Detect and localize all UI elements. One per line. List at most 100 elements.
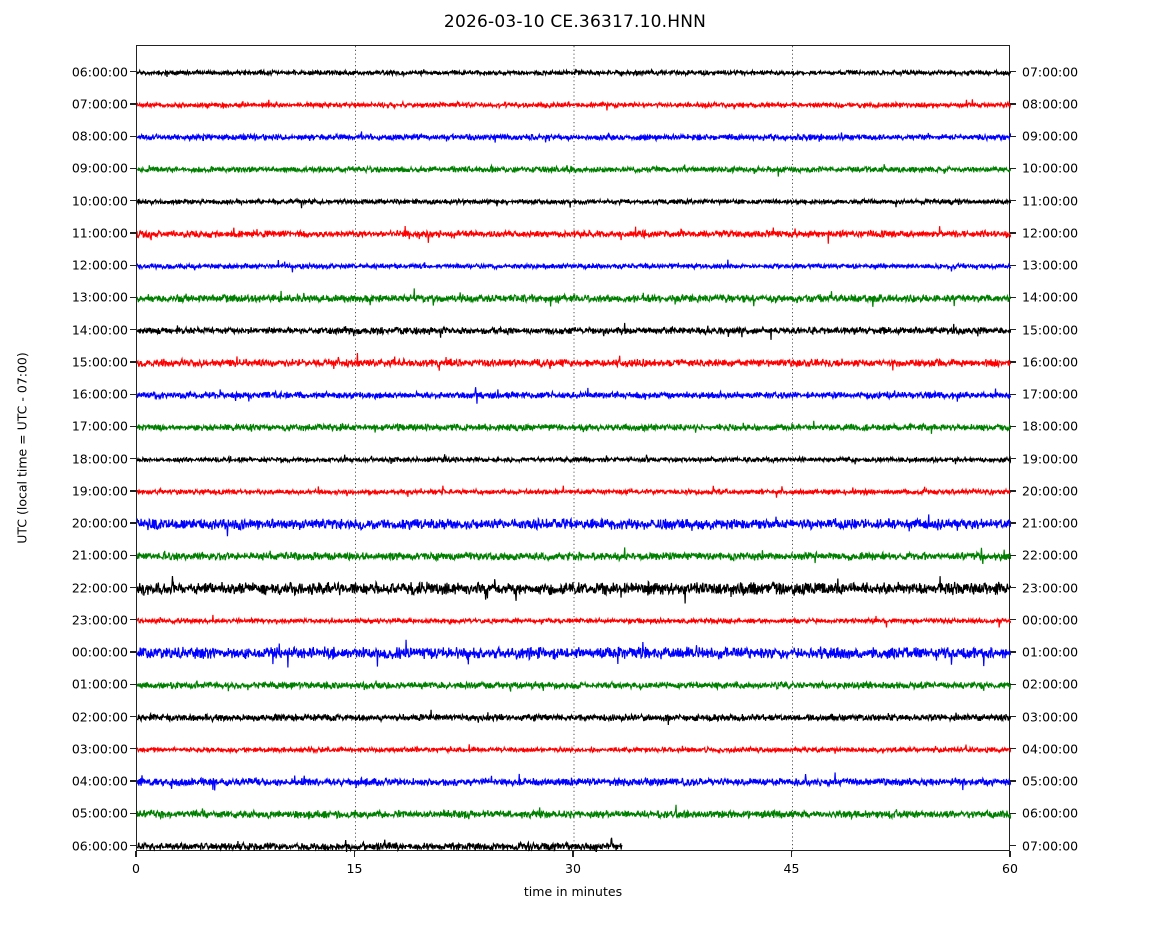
trace-080000 (137, 131, 1011, 143)
left-tick-mark (130, 135, 136, 137)
left-time-label: 19:00:00 (71, 483, 128, 499)
left-time-label: 14:00:00 (71, 322, 128, 338)
right-tick-mark (1010, 683, 1016, 685)
right-tick-mark (1010, 71, 1016, 73)
x-tick-label: 30 (565, 861, 581, 876)
trace-110000 (137, 225, 1011, 244)
right-tick-mark (1010, 651, 1016, 653)
right-tick-mark (1010, 490, 1016, 492)
left-time-label: 11:00:00 (71, 225, 128, 241)
plot-area[interactable] (136, 45, 1011, 852)
right-time-label: 09:00:00 (1022, 128, 1079, 144)
right-tick-mark (1010, 457, 1016, 460)
seismic-traces (137, 67, 1011, 852)
left-time-label: 02:00:00 (71, 709, 128, 725)
trace-090000 (137, 163, 1011, 177)
right-time-label: 07:00:00 (1022, 838, 1079, 854)
right-time-label: 23:00:00 (1022, 580, 1079, 596)
left-tick-mark (130, 748, 136, 750)
x-tick-label: 45 (783, 861, 800, 876)
right-time-label: 08:00:00 (1022, 96, 1079, 112)
right-time-label: 20:00:00 (1022, 483, 1079, 499)
right-time-label: 05:00:00 (1022, 773, 1079, 789)
left-tick-mark (130, 200, 136, 202)
left-tick-mark (130, 780, 136, 782)
right-time-label: 07:00:00 (1022, 64, 1079, 80)
right-tick-mark (1010, 748, 1016, 750)
trace-230000 (137, 614, 1011, 628)
right-tick-mark (1010, 361, 1016, 363)
left-time-label: 06:00:00 (71, 838, 128, 854)
left-time-label: 20:00:00 (71, 515, 128, 531)
trace-130000 (137, 288, 1011, 307)
right-tick-mark (1010, 619, 1016, 621)
left-tick-mark (130, 812, 136, 814)
page-title: 2026-03-10 CE.36317.10.HNN (443, 12, 707, 32)
left-tick-mark (130, 264, 136, 266)
left-tick-mark (130, 651, 136, 653)
left-time-label: 21:00:00 (71, 547, 128, 563)
left-tick-mark (130, 232, 136, 234)
right-tick-mark (1010, 329, 1016, 331)
left-time-label: 12:00:00 (71, 257, 128, 273)
left-tick-mark (130, 425, 136, 428)
left-tick-mark (130, 522, 136, 524)
left-time-label: 05:00:00 (71, 805, 128, 821)
left-time-label: 16:00:00 (71, 386, 128, 402)
left-time-label: 06:00:00 (71, 64, 128, 80)
left-time-label: 18:00:00 (71, 451, 128, 467)
right-time-label: 06:00:00 (1022, 805, 1079, 821)
trace-020000 (137, 709, 1011, 725)
left-time-label: 03:00:00 (71, 741, 128, 757)
trace-050000 (137, 804, 1011, 821)
trace-200000 (137, 514, 1011, 537)
right-tick-mark (1010, 780, 1016, 782)
x-tick-mark (1009, 851, 1011, 857)
right-time-label: 19:00:00 (1022, 451, 1079, 467)
trace-030000 (137, 744, 1011, 755)
right-time-label: 16:00:00 (1022, 354, 1079, 370)
left-time-label: 07:00:00 (71, 96, 128, 112)
left-tick-mark (130, 715, 136, 718)
right-tick-mark (1010, 135, 1016, 137)
trace-060000 (137, 837, 623, 852)
left-tick-mark (130, 296, 136, 299)
left-tick-mark (130, 361, 136, 363)
right-tick-mark (1010, 812, 1016, 814)
right-tick-mark (1010, 167, 1016, 170)
left-tick-mark (130, 71, 136, 73)
right-time-label: 04:00:00 (1022, 741, 1079, 757)
left-time-label: 04:00:00 (71, 773, 128, 789)
left-tick-mark (130, 103, 136, 105)
left-tick-mark (130, 490, 136, 492)
left-time-label: 15:00:00 (71, 354, 128, 370)
right-time-label: 02:00:00 (1022, 676, 1079, 692)
left-tick-mark (130, 457, 136, 460)
left-tick-mark (130, 329, 136, 331)
left-tick-mark (130, 167, 136, 170)
left-time-label: 01:00:00 (71, 676, 128, 692)
trace-060000 (137, 67, 1011, 78)
x-tick-label: 60 (1002, 861, 1018, 876)
trace-220000 (137, 575, 1011, 604)
x-tick-mark (790, 851, 793, 857)
trace-010000 (137, 679, 1011, 692)
left-time-label: 09:00:00 (71, 160, 128, 176)
grid-lines (355, 46, 793, 852)
x-tick-label: 0 (132, 861, 140, 876)
right-tick-mark (1010, 425, 1016, 428)
trace-210000 (137, 547, 1011, 565)
right-tick-mark (1010, 232, 1016, 234)
right-tick-mark (1010, 264, 1016, 266)
trace-180000 (137, 454, 1011, 465)
left-time-label: 08:00:00 (71, 128, 128, 144)
trace-120000 (137, 259, 1011, 273)
trace-170000 (137, 420, 1011, 434)
right-tick-mark (1010, 844, 1016, 847)
right-time-label: 00:00:00 (1022, 612, 1079, 628)
trace-140000 (137, 322, 1011, 340)
x-tick-mark (135, 851, 137, 857)
left-tick-mark (130, 619, 136, 621)
right-time-label: 03:00:00 (1022, 709, 1079, 725)
left-time-label: 00:00:00 (71, 644, 128, 660)
